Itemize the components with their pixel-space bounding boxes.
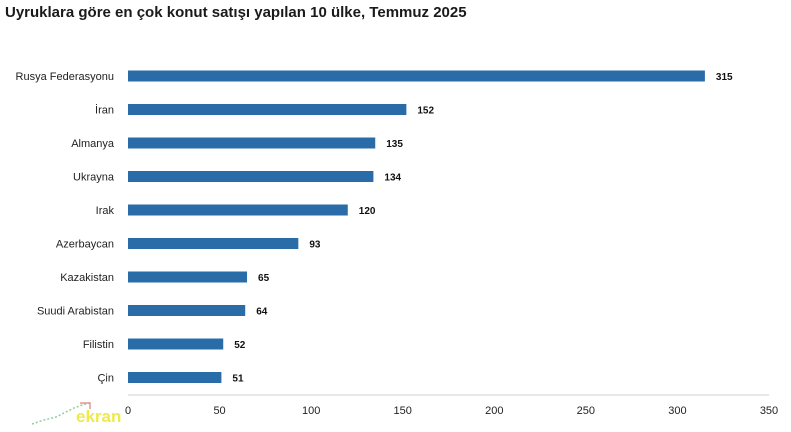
bar-6 (128, 271, 248, 283)
watermark-logo: ekran (18, 400, 138, 427)
watermark-logo-graphic: ekran (31, 402, 121, 426)
data-label-6: 65 (258, 273, 270, 284)
category-label-7: Suudi Arabistan (37, 306, 114, 318)
data-label-9: 51 (232, 374, 244, 385)
x-tick-label-4: 200 (485, 405, 503, 417)
category-label-9: Çin (97, 373, 114, 385)
category-label-8: Filistin (83, 339, 114, 351)
watermark-text: ekran (76, 407, 121, 426)
bar-7 (128, 305, 246, 316)
x-tick-label-5: 250 (577, 405, 595, 417)
x-tick-label-6: 300 (668, 405, 686, 417)
chart-title: Uyruklara göre en çok konut satışı yapıl… (5, 4, 467, 21)
x-tick-label-1: 50 (213, 405, 225, 417)
category-label-3: Ukrayna (73, 172, 115, 184)
category-label-2: Almanya (71, 138, 115, 150)
bar-2 (128, 137, 376, 149)
data-label-8: 52 (234, 340, 246, 351)
bar-9 (128, 372, 222, 383)
bar-4 (128, 204, 348, 216)
x-tick-label-7: 350 (760, 405, 778, 417)
x-tick-label-2: 100 (302, 405, 320, 417)
category-label-5: Azerbaycan (56, 239, 114, 251)
bar-3 (128, 171, 374, 182)
data-label-2: 135 (386, 139, 403, 150)
bar-1 (128, 104, 407, 115)
category-label-1: İran (95, 104, 114, 117)
data-label-7: 64 (256, 307, 268, 318)
category-label-0: Rusya Federasyonu (16, 71, 114, 83)
data-label-1: 152 (417, 106, 434, 117)
watermark-trend-icon (31, 402, 91, 425)
data-label-3: 134 (384, 173, 401, 184)
bar-0 (128, 70, 705, 82)
data-label-4: 120 (359, 206, 376, 217)
category-label-4: Irak (96, 205, 115, 217)
category-label-6: Kazakistan (60, 272, 114, 284)
bar-5 (128, 238, 299, 249)
x-tick-label-3: 150 (394, 405, 412, 417)
data-label-5: 93 (309, 240, 321, 251)
bar-8 (128, 338, 224, 350)
x-tick-label-0: 0 (125, 405, 131, 417)
data-label-0: 315 (716, 72, 733, 83)
